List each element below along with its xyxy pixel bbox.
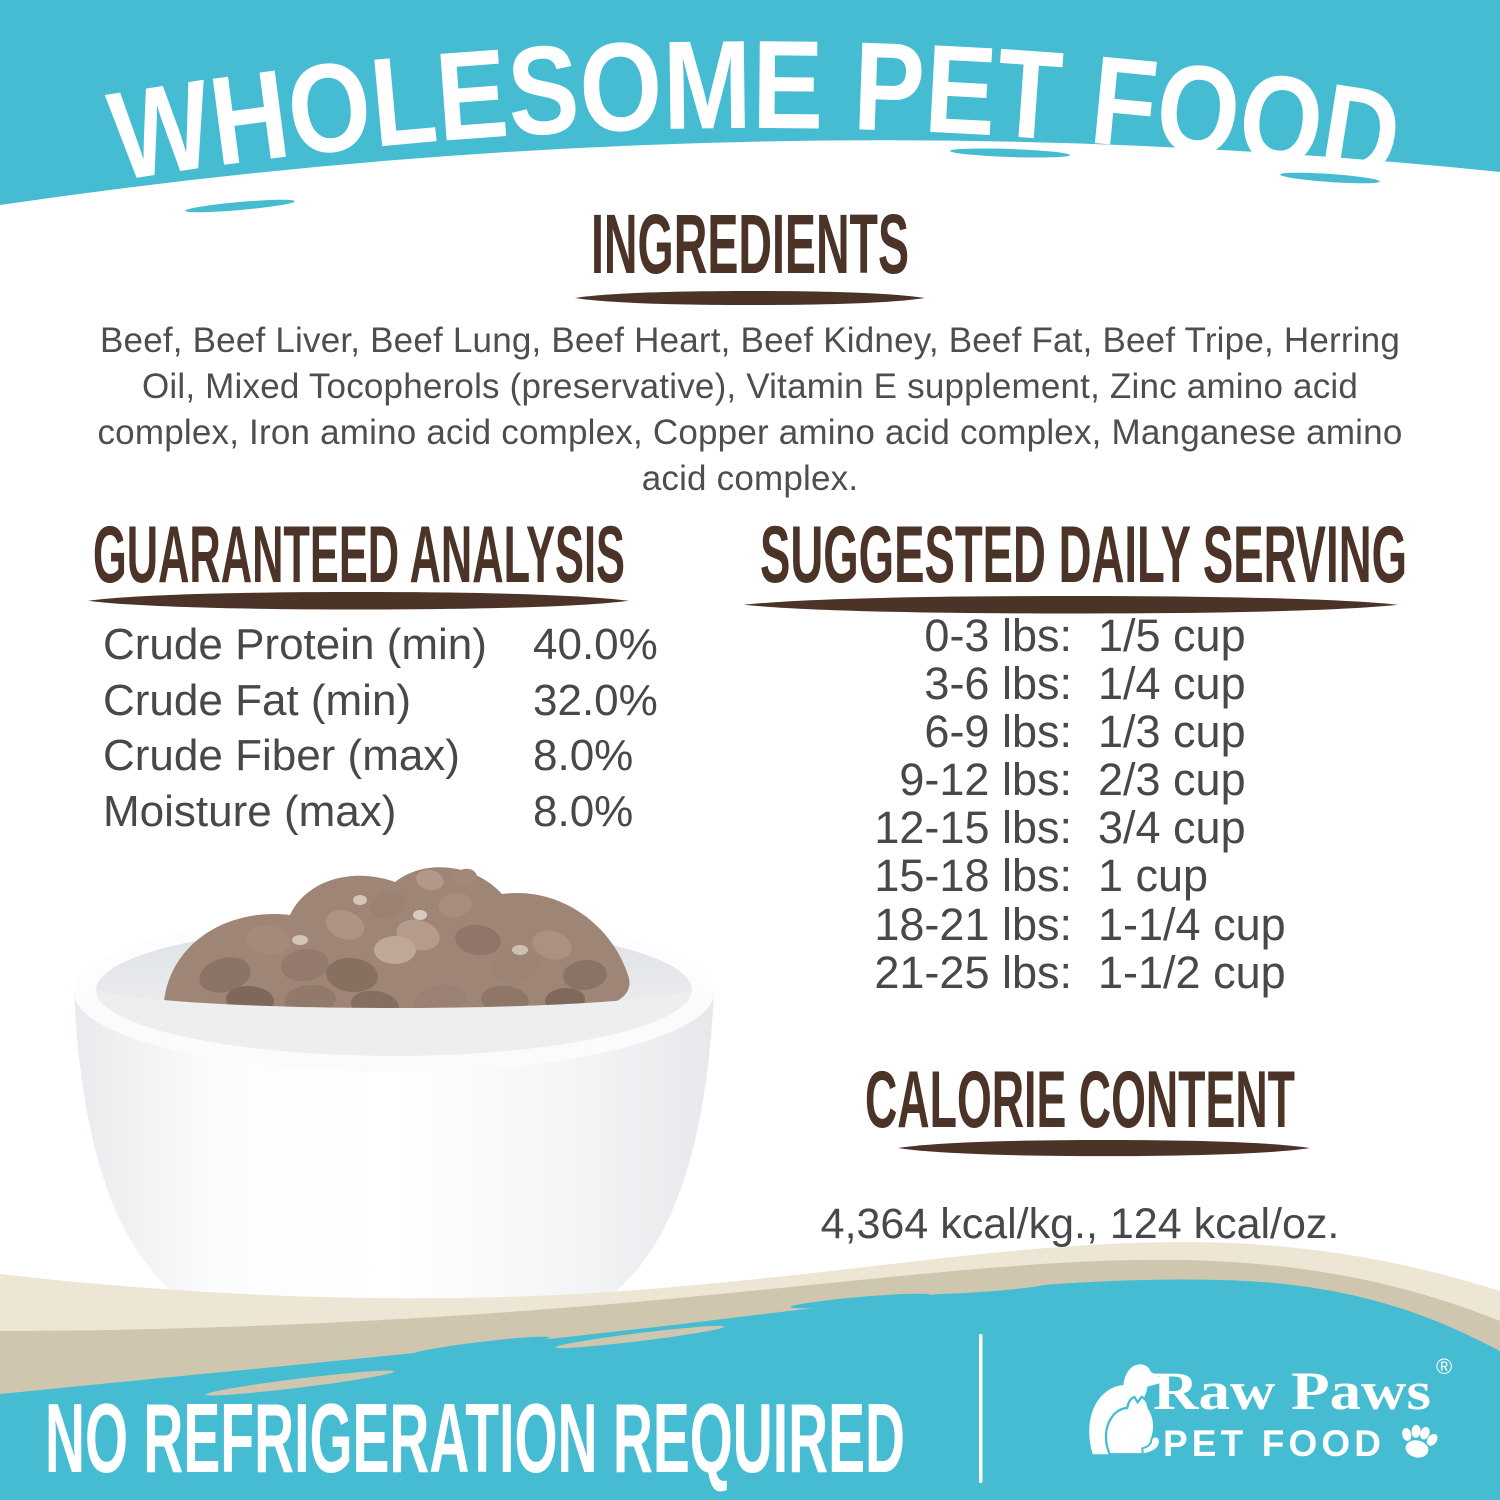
analysis-row: Crude Protein (min) 40.0% bbox=[103, 617, 658, 673]
serving-row: 9-12 lbs: 2/3 cup bbox=[820, 756, 1286, 804]
serving-row: 0-3 lbs: 1/5 cup bbox=[820, 610, 1286, 661]
paw-icon bbox=[1402, 1424, 1438, 1458]
weight-range: 6-9 lbs: bbox=[924, 706, 1072, 758]
nutrient-label: Crude Fat (min) bbox=[103, 675, 412, 725]
serving-amount: 3/4 cup bbox=[1098, 802, 1246, 854]
serving-amount: 1-1/2 cup bbox=[1098, 946, 1286, 998]
nutrient-value: 8.0% bbox=[533, 731, 634, 780]
weight-range: 15-18 lbs: bbox=[874, 850, 1072, 902]
no-refrigeration-claim: NO REFRIGERATION REQUIRED bbox=[45, 1382, 905, 1493]
header-brush-arc bbox=[0, 140, 1500, 240]
nutrient-value: 32.0% bbox=[533, 675, 658, 725]
footer-divider bbox=[979, 1334, 983, 1483]
calorie-content-value: 4,364 kcal/kg., 124 kcal/oz. bbox=[820, 1200, 1340, 1248]
weight-range: 0-3 lbs: bbox=[924, 610, 1072, 661]
serving-row: 12-15 lbs: 3/4 cup bbox=[820, 804, 1286, 852]
serving-row: 6-9 lbs: 1/3 cup bbox=[820, 708, 1286, 756]
footer-banner: NO REFRIGERATION REQUIRED Raw Paws ® PET… bbox=[0, 1242, 1500, 1500]
serving-amount: 1/5 cup bbox=[1098, 610, 1246, 661]
brand-name: Raw Paws bbox=[1153, 1361, 1431, 1421]
section-headings: INGREDIENTS GUARANTEED ANALYSIS SUGGESTE… bbox=[88, 198, 1407, 1157]
registered-trademark-icon: ® bbox=[1436, 1354, 1452, 1379]
serving-row: 18-21 lbs: 1-1/4 cup bbox=[820, 898, 1286, 950]
ingredients-text: Beef, Beef Liver, Beef Lung, Beef Heart,… bbox=[97, 321, 1403, 498]
weight-range: 18-21 lbs: bbox=[874, 898, 1072, 950]
weight-range: 21-25 lbs: bbox=[874, 946, 1072, 998]
serving-amount: 1/3 cup bbox=[1098, 706, 1246, 758]
serving-amount: 1-1/4 cup bbox=[1098, 898, 1286, 950]
serving-row: 15-18 lbs: 1 cup bbox=[820, 852, 1286, 900]
kibble-pile bbox=[164, 867, 630, 1026]
guaranteed-analysis-table: Crude Protein (min) 40.0% Crude Fat (min)… bbox=[103, 617, 658, 839]
ingredients-heading: INGREDIENTS bbox=[591, 198, 909, 291]
analysis-row: Moisture (max) 8.0% bbox=[103, 784, 658, 840]
nutrient-label: Moisture (max) bbox=[103, 786, 397, 836]
nutrient-value: 8.0% bbox=[533, 786, 634, 836]
serving-heading: SUGGESTED DAILY SERVING bbox=[760, 509, 1407, 600]
analysis-row: Crude Fat (min) 32.0% bbox=[103, 673, 658, 729]
serving-amount: 1/4 cup bbox=[1098, 658, 1246, 710]
weight-range: 3-6 lbs: bbox=[924, 658, 1072, 710]
serving-row: 3-6 lbs: 1/4 cup bbox=[820, 658, 1286, 710]
calories-heading: CALORIE CONTENT bbox=[865, 1054, 1295, 1145]
weight-range: 9-12 lbs: bbox=[899, 754, 1072, 806]
ingredients-underline bbox=[575, 291, 925, 305]
brand-subtitle: PET FOOD bbox=[1163, 1423, 1385, 1464]
dog-and-cat-icon bbox=[1089, 1364, 1161, 1456]
raw-paws-logo: Raw Paws ® PET FOOD bbox=[1089, 1354, 1452, 1464]
nutrient-label: Crude Fiber (max) bbox=[103, 731, 460, 780]
serving-amount: 2/3 cup bbox=[1098, 754, 1246, 806]
header-banner: WHOLESOME PET FOOD bbox=[0, 0, 1500, 240]
food-bowl-illustration bbox=[74, 867, 714, 1323]
analysis-row: Crude Fiber (max) 8.0% bbox=[103, 728, 658, 784]
nutrient-value: 40.0% bbox=[533, 620, 658, 669]
serving-amount: 1 cup bbox=[1098, 850, 1209, 902]
weight-range: 12-15 lbs: bbox=[874, 802, 1072, 854]
daily-serving-table: 0-3 lbs: 1/5 cup 3-6 lbs: 1/4 cup 6-9 lbs:… bbox=[820, 610, 1286, 998]
nutrient-label: Crude Protein (min) bbox=[103, 620, 487, 669]
serving-row: 21-25 lbs: 1-1/2 cup bbox=[820, 946, 1286, 998]
analysis-heading: GUARANTEED ANALYSIS bbox=[93, 509, 625, 600]
